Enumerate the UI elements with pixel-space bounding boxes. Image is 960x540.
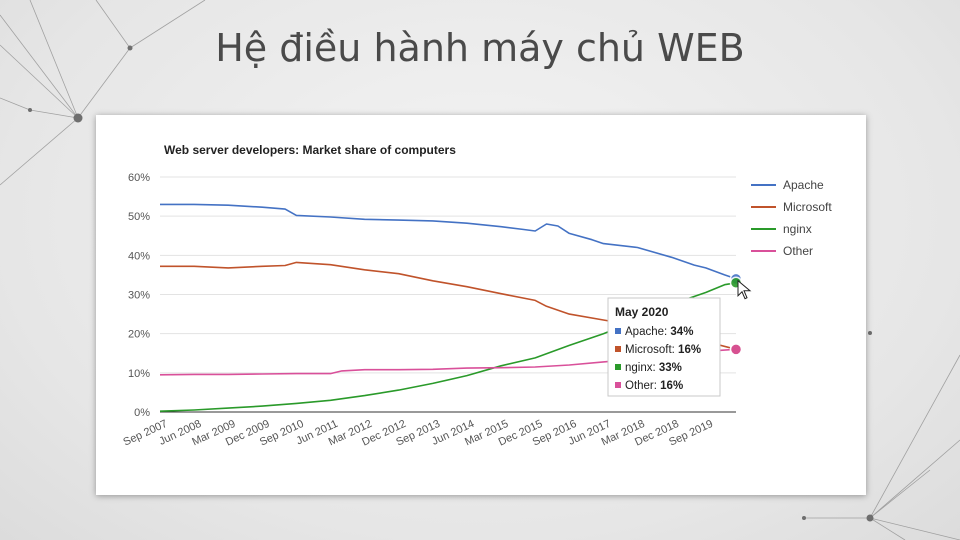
y-tick-label: 20% xyxy=(128,329,150,341)
chart-title: Web server developers: Market share of c… xyxy=(164,143,456,157)
series-line-apache xyxy=(160,203,737,280)
tooltip-row-nginx: nginx: 33% xyxy=(625,362,682,374)
tooltip-value-nginx: 33% xyxy=(659,362,682,374)
chart-card: Web server developers: Market share of c… xyxy=(96,115,866,495)
tooltip-label-microsoft: Microsoft: xyxy=(625,344,678,356)
y-tick-label: 0% xyxy=(134,407,150,419)
cursor-arrow-icon xyxy=(737,279,752,300)
tooltip-swatch-nginx xyxy=(615,364,621,370)
series-endpoint-other xyxy=(729,343,743,356)
y-tick-label: 30% xyxy=(128,290,150,302)
legend-label-nginx: nginx xyxy=(783,222,812,236)
tooltip-label-nginx: nginx: xyxy=(625,362,659,374)
tooltip-swatch-apache xyxy=(615,328,621,334)
tooltip-title: May 2020 xyxy=(615,305,669,319)
tooltip-row-other: Other: 16% xyxy=(625,380,683,392)
y-tick-label: 60% xyxy=(128,172,150,184)
tooltip-box xyxy=(607,297,721,397)
legend-label-microsoft: Microsoft xyxy=(783,200,832,214)
tooltip-label-other: Other: xyxy=(625,380,660,392)
slide-title: Hệ điều hành máy chủ WEB xyxy=(215,26,745,70)
legend-label-apache: Apache xyxy=(783,178,824,192)
tooltip-value-microsoft: 16% xyxy=(678,344,701,356)
tooltip-value-apache: 34% xyxy=(670,326,693,338)
y-tick-label: 10% xyxy=(128,368,150,380)
tooltip-row-apache: Apache: 34% xyxy=(625,326,693,338)
legend-label-other: Other xyxy=(783,244,813,258)
tooltip-label-apache: Apache: xyxy=(625,326,670,338)
y-tick-label: 40% xyxy=(128,250,150,262)
y-tick-label: 50% xyxy=(128,211,150,223)
tooltip-swatch-other xyxy=(615,382,621,388)
tooltip-swatch-microsoft xyxy=(615,346,621,352)
tooltip-value-other: 16% xyxy=(660,380,683,392)
tooltip-row-microsoft: Microsoft: 16% xyxy=(625,344,701,356)
